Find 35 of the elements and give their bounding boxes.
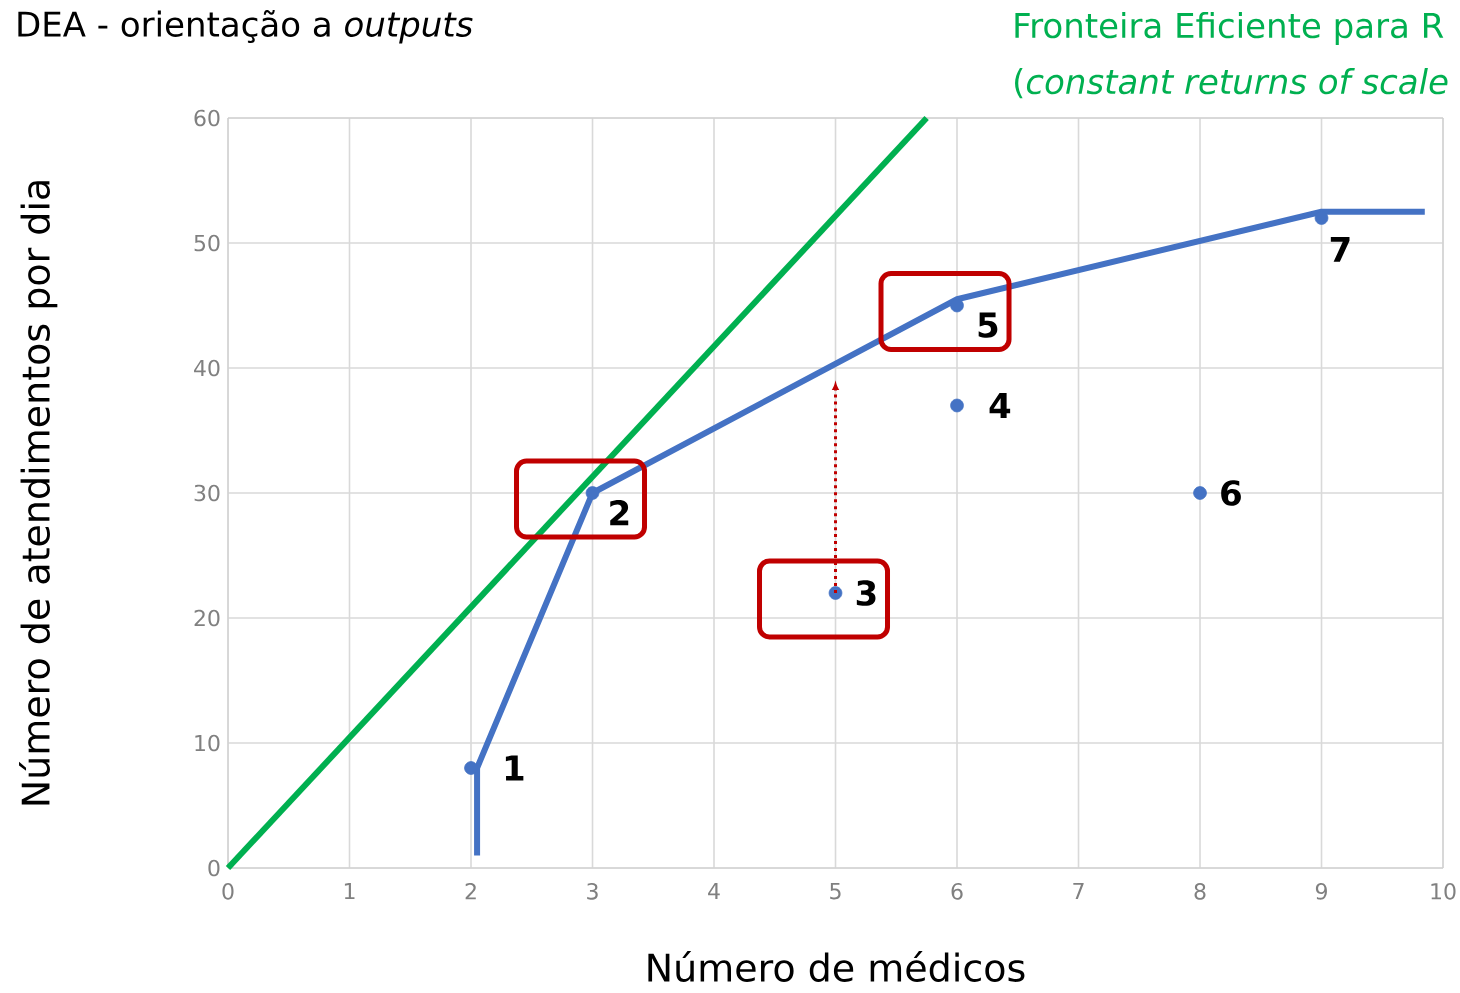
point [828, 586, 843, 600]
point [585, 486, 600, 500]
y-tick-label: 50 [194, 234, 220, 252]
annotation: 3 [856, 580, 876, 606]
chart-title: DEA - orientação a outputs [18, 10, 473, 44]
text: (constant returns of scale [1015, 68, 1448, 99]
x-tick-label: 3 [587, 883, 598, 900]
x-tick-label: 6 [951, 883, 963, 900]
y-tick-label: 10 [195, 734, 220, 752]
point [1193, 486, 1207, 500]
point [464, 761, 478, 775]
x-tick-label: 10 [1431, 883, 1456, 900]
x-tick-label: 4 [708, 883, 720, 900]
y-tick-label: 20 [194, 609, 220, 627]
y-tick-label: 40 [194, 359, 220, 377]
x-tick-label: 2 [465, 883, 476, 900]
annotation: 7 [1330, 237, 1350, 262]
annotation: 6 [1221, 480, 1241, 506]
annotation: 5 [978, 312, 998, 338]
x-axis-title: Número de médicos [648, 951, 1025, 982]
x-tick-label: 8 [1194, 883, 1206, 900]
x-tick-label: 7 [1073, 883, 1084, 900]
annotation: 4 [989, 393, 1011, 418]
annotation: 2 [610, 500, 629, 526]
annotation: 1 [505, 755, 524, 781]
point [950, 398, 964, 413]
x-tick-label: 9 [1315, 883, 1327, 900]
y-tick-label: 0 [208, 859, 220, 877]
x-tick-label: 0 [222, 883, 234, 900]
y-tick-label: 30 [194, 484, 220, 502]
y-tick-label: 60 [194, 109, 220, 127]
x-tick-label: 1 [344, 883, 355, 900]
y-axis-title: Número de atendimentos por dia [19, 181, 58, 805]
x-tick-label: 5 [830, 883, 841, 900]
text: Fronteira Eficiente para R [1015, 12, 1444, 45]
